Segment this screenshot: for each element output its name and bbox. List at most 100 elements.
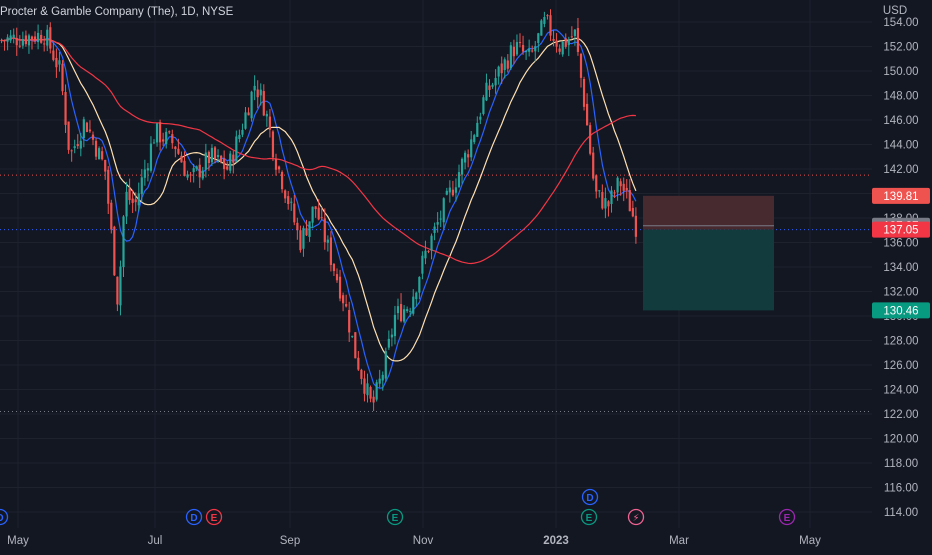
candle-body (345, 304, 348, 307)
reward-zone (643, 229, 774, 311)
candle-body (152, 142, 156, 144)
candle-body (354, 332, 357, 359)
candle-body (9, 35, 12, 41)
candle-body (204, 152, 207, 170)
short-position-tool[interactable] (643, 195, 774, 311)
candle-body (625, 187, 628, 191)
candle-body (101, 151, 104, 160)
candle-body (210, 147, 214, 163)
candle-body (293, 203, 296, 223)
candle-body (12, 34, 15, 38)
time-axis[interactable]: May Jul Sep Nov 2023 Mar May (7, 535, 821, 547)
candle-body (348, 310, 351, 333)
candle-body (317, 207, 320, 220)
candle-body (589, 125, 592, 154)
candle-body (122, 216, 125, 268)
y-tick-label: 126.00 (883, 360, 918, 372)
candle-body (467, 154, 470, 158)
candle-body (634, 215, 637, 237)
price-label-box (872, 221, 930, 238)
event-marker[interactable]: ⚡ (627, 508, 645, 526)
candle-body (250, 91, 253, 119)
candle-body (381, 374, 384, 381)
candle-body (119, 266, 122, 306)
y-tick-label: 118.00 (884, 458, 918, 470)
candle-body (460, 158, 464, 175)
candle-body (171, 134, 174, 144)
candle-body (268, 116, 271, 130)
event-marker[interactable]: D (185, 508, 203, 526)
candle-body (512, 46, 515, 57)
candle-body (21, 39, 24, 46)
candle-body (412, 296, 415, 314)
candle-body (229, 153, 232, 171)
candle-body (40, 34, 43, 43)
event-marker[interactable]: D (0, 508, 9, 526)
candle-body (613, 192, 616, 194)
candle-body (271, 131, 275, 158)
candle-body (70, 150, 73, 152)
candle-body (82, 119, 85, 139)
event-marker[interactable]: D (581, 488, 599, 506)
event-marker[interactable]: E (778, 508, 796, 526)
candle-body (134, 199, 137, 203)
candle-body (125, 191, 128, 217)
candle-body (85, 122, 88, 132)
candle-body (445, 190, 448, 195)
candle-body (104, 159, 107, 172)
candle-body (418, 277, 421, 293)
candle-body (113, 226, 116, 276)
event-marker[interactable]: E (386, 508, 404, 526)
y-tick-label: 134.00 (883, 262, 918, 274)
event-marker-label: D (0, 513, 4, 524)
candle-body (555, 40, 558, 47)
reference-lines (0, 174, 872, 413)
event-marker-ring (580, 508, 598, 526)
candle-body (302, 227, 305, 249)
candle-body (143, 169, 146, 178)
currency-label: USD (883, 5, 907, 17)
event-marker-ring (627, 508, 645, 526)
candle-body (579, 54, 583, 78)
chart-title: Procter & Gamble Company (The), 1D, NYSE (0, 6, 234, 18)
candle-body (49, 27, 52, 49)
x-tick-label: Sep (280, 535, 300, 547)
candle-body (238, 134, 241, 140)
candle-body (369, 386, 372, 399)
candle-body (226, 166, 229, 170)
candle-body (320, 217, 323, 219)
event-markers[interactable]: DDEEDE⚡E (0, 488, 796, 526)
candle-body (183, 160, 186, 176)
candle-body (73, 146, 76, 149)
candle-body (497, 66, 500, 77)
candle-body (403, 309, 406, 322)
candle-body (427, 250, 430, 252)
x-tick-label: Nov (413, 535, 434, 547)
y-tick-label: 120.00 (883, 434, 918, 446)
event-marker[interactable]: E (580, 508, 598, 526)
candle-body (433, 226, 436, 233)
price-label-text: 130.46 (883, 305, 918, 317)
price-axis[interactable]: 114.00 116.00 118.00 120.00 122.00 124.00 126.… (883, 5, 919, 519)
candle-body (518, 42, 522, 44)
candle-body (137, 193, 140, 206)
candle-body (43, 43, 46, 45)
candle-body (573, 29, 576, 37)
candle-body (366, 383, 369, 396)
candle-body (335, 274, 339, 281)
candle-body (256, 89, 259, 98)
candle-body (33, 36, 37, 42)
candle-body (332, 264, 336, 272)
event-marker[interactable]: E (205, 508, 223, 526)
candle-body (55, 57, 58, 68)
candle-body (232, 154, 235, 163)
candle-body (399, 304, 403, 322)
event-marker-label: E (586, 513, 593, 524)
candle-body (67, 121, 70, 150)
candles[interactable] (0, 9, 637, 411)
candle-body (213, 147, 217, 159)
candle-body (436, 222, 439, 225)
candle-body (198, 164, 201, 178)
